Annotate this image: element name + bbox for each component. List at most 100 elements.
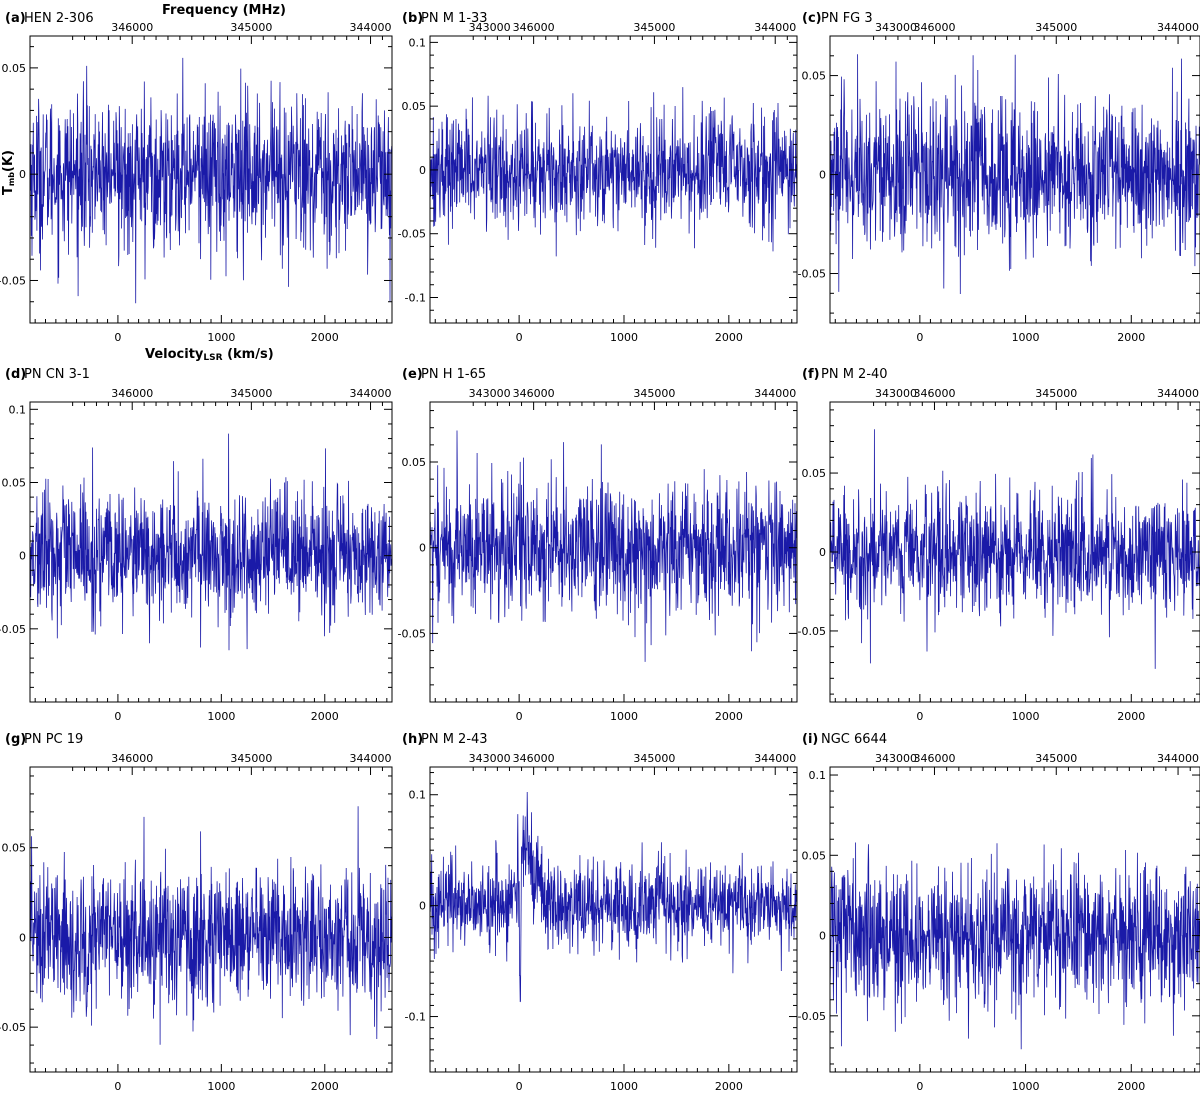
y-tick-label: 0 (819, 930, 826, 943)
spectrum-line (30, 433, 392, 651)
panel-letter: (e) (402, 367, 423, 382)
x-tick-label: 0 (114, 1080, 121, 1093)
y-tick-label: 0.05 (802, 70, 827, 83)
y-tick-label: 0.1 (9, 403, 27, 416)
x-tick-label: 0 (114, 331, 121, 344)
top-tick-label: 346000 (111, 752, 153, 765)
top-tick-label: 346000 (111, 21, 153, 34)
bottom-axis-title-sub: LSR (203, 353, 222, 363)
y-axis-title-unit: (K) (1, 150, 16, 172)
x-tick-label: 0 (916, 710, 923, 723)
y-tick-label: -0.05 (398, 627, 426, 640)
y-tick-label: 0.1 (809, 769, 827, 782)
panel-name: HEN 2-306 (24, 11, 94, 26)
top-tick-label: 345000 (230, 387, 272, 400)
y-tick-label: -0.05 (798, 1010, 826, 1023)
panel-c: 0 1000 2000 346000 345000 344000 343000 -0.05 0 0… (798, 11, 1200, 344)
panel-g: 0 1000 2000 346000 345000 344000 343000 -0.05 0 0… (0, 732, 511, 1093)
y-tick-label: 0 (419, 900, 426, 913)
top-tick-label: 346000 (913, 21, 955, 34)
x-tick-label: 0 (114, 710, 121, 723)
panel-name: PN PC 19 (24, 732, 83, 747)
panel-letter: (d) (5, 367, 26, 382)
top-tick-label: 344000 (1157, 387, 1199, 400)
panel-name: PN M 2-40 (821, 367, 888, 382)
panel-name: PN M 2-43 (421, 732, 488, 747)
panel-b: 0 1000 2000 346000 345000 344000 343000 -0.1 -0.… (398, 11, 918, 344)
top-tick-label: 343000 (875, 21, 917, 34)
bottom-axis-title-main: Velocity (145, 347, 204, 362)
y-tick-label: 0 (819, 546, 826, 559)
panel-a: 0 1000 2000 346000 345000 344000 343000 -0.05 0 0… (0, 11, 511, 344)
top-tick-label: 343000 (875, 387, 917, 400)
top-tick-label: 344000 (754, 21, 796, 34)
y-axis-title: Tmb(K) (1, 150, 16, 195)
panel-f: 0 1000 2000 346000 345000 344000 343000 -0.05 0 0… (798, 367, 1200, 723)
y-tick-label: 0.05 (2, 842, 27, 855)
top-axis-title: Frequency (MHz) (162, 3, 286, 18)
top-tick-label: 344000 (754, 752, 796, 765)
top-tick-label: 345000 (633, 21, 675, 34)
x-tick-label: 2000 (715, 710, 743, 723)
top-tick-label: 345000 (633, 387, 675, 400)
panels-group: 0 1000 2000 346000 345000 344000 343000 -0.05 0 0… (0, 11, 1200, 1093)
bottom-axis-title: VelocityLSR (km/s) (145, 347, 274, 363)
x-tick-label: 2000 (311, 331, 339, 344)
panel-name: PN H 1-65 (421, 367, 486, 382)
y-tick-label: -0.05 (0, 623, 26, 636)
x-tick-label: 0 (916, 331, 923, 344)
x-tick-label: 2000 (715, 331, 743, 344)
y-tick-label: 0.05 (402, 456, 427, 469)
top-tick-label: 344000 (350, 21, 392, 34)
x-tick-label: 1000 (1012, 331, 1040, 344)
top-tick-label: 344000 (754, 387, 796, 400)
x-tick-label: 1000 (207, 331, 235, 344)
spectrum-line (830, 842, 1200, 1050)
x-tick-label: 0 (916, 1080, 923, 1093)
panel-name: PN FG 3 (821, 11, 873, 26)
y-tick-label: -0.1 (405, 1011, 426, 1024)
y-tick-label: 0 (819, 169, 826, 182)
panel-i: 0 1000 2000 346000 345000 344000 343000 -0.05 0 0… (798, 732, 1200, 1093)
panel-letter: (b) (402, 11, 423, 26)
y-axis-title-main: T (1, 186, 16, 195)
x-tick-label: 0 (516, 1080, 523, 1093)
y-tick-label: -0.05 (0, 274, 26, 287)
top-tick-label: 346000 (513, 387, 555, 400)
x-tick-label: 1000 (207, 1080, 235, 1093)
y-tick-label: 0 (419, 542, 426, 555)
spectrum-line (30, 57, 392, 304)
y-tick-label: 0.1 (409, 789, 427, 802)
top-tick-label: 345000 (1035, 21, 1077, 34)
x-tick-label: 1000 (610, 710, 638, 723)
x-tick-label: 2000 (1117, 710, 1145, 723)
top-tick-label: 346000 (913, 387, 955, 400)
top-tick-label: 345000 (1035, 387, 1077, 400)
y-tick-label: 0 (19, 168, 26, 181)
y-tick-label: 0.1 (409, 36, 427, 49)
top-tick-label: 345000 (1035, 752, 1077, 765)
top-tick-label: 344000 (1157, 752, 1199, 765)
y-tick-label: 0.05 (402, 100, 427, 113)
x-tick-label: 1000 (610, 331, 638, 344)
top-tick-label: 343000 (469, 21, 511, 34)
spectrum-line (30, 806, 392, 1045)
top-tick-label: 346000 (111, 387, 153, 400)
y-tick-label: 0.05 (802, 467, 827, 480)
top-tick-label: 346000 (513, 752, 555, 765)
x-tick-label: 1000 (1012, 1080, 1040, 1093)
y-tick-label: 0 (419, 164, 426, 177)
y-tick-label: 0.05 (2, 62, 27, 75)
panel-d: 0 1000 2000 346000 345000 344000 343000 -0.05 0 0… (0, 367, 511, 723)
y-tick-label: 0.05 (2, 476, 27, 489)
panel-letter: (i) (802, 732, 818, 747)
y-tick-label: -0.05 (398, 228, 426, 241)
panel-letter: (h) (402, 732, 423, 747)
top-tick-label: 344000 (350, 752, 392, 765)
y-tick-label: 0 (19, 550, 26, 563)
top-tick-label: 343000 (469, 752, 511, 765)
y-tick-label: 0 (19, 931, 26, 944)
panel-name: NGC 6644 (821, 732, 887, 747)
y-tick-label: -0.05 (798, 625, 826, 638)
